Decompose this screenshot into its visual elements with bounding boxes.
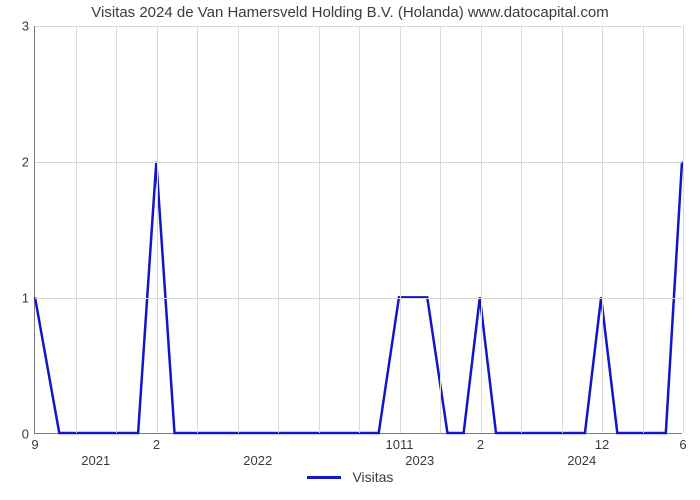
gridline-vertical xyxy=(116,26,117,433)
gridline-vertical xyxy=(562,26,563,433)
chart-title: Visitas 2024 de Van Hamersveld Holding B… xyxy=(0,4,700,21)
gridline-vertical xyxy=(157,26,158,433)
x-value-label: 2 xyxy=(477,433,484,452)
x-year-label: 2024 xyxy=(567,433,596,468)
gridline-vertical xyxy=(319,26,320,433)
legend-swatch xyxy=(307,476,341,479)
gridline-vertical xyxy=(197,26,198,433)
x-value-label: 2 xyxy=(153,433,160,452)
x-value-label: 1011 xyxy=(386,433,414,452)
x-value-label: 9 xyxy=(31,433,38,452)
gridline-vertical xyxy=(521,26,522,433)
y-tick-label: 2 xyxy=(22,155,35,170)
x-year-label: 2021 xyxy=(81,433,110,468)
y-tick-label: 3 xyxy=(22,19,35,34)
y-tick-label: 1 xyxy=(22,291,35,306)
plot-area: 012320212022202320249210112126 xyxy=(34,26,682,434)
x-year-label: 2022 xyxy=(243,433,272,468)
gridline-vertical xyxy=(602,26,603,433)
gridline-vertical xyxy=(359,26,360,433)
legend: Visitas xyxy=(0,468,700,485)
x-value-label: 6 xyxy=(679,433,686,452)
legend-label: Visitas xyxy=(352,469,393,485)
gridline-vertical xyxy=(278,26,279,433)
visits-chart: Visitas 2024 de Van Hamersveld Holding B… xyxy=(0,0,700,500)
gridline-vertical xyxy=(440,26,441,433)
gridline-vertical xyxy=(238,26,239,433)
gridline-vertical xyxy=(481,26,482,433)
gridline-vertical xyxy=(683,26,684,433)
gridline-vertical xyxy=(643,26,644,433)
gridline-vertical xyxy=(400,26,401,433)
gridline-vertical xyxy=(76,26,77,433)
x-value-label: 12 xyxy=(595,433,609,452)
